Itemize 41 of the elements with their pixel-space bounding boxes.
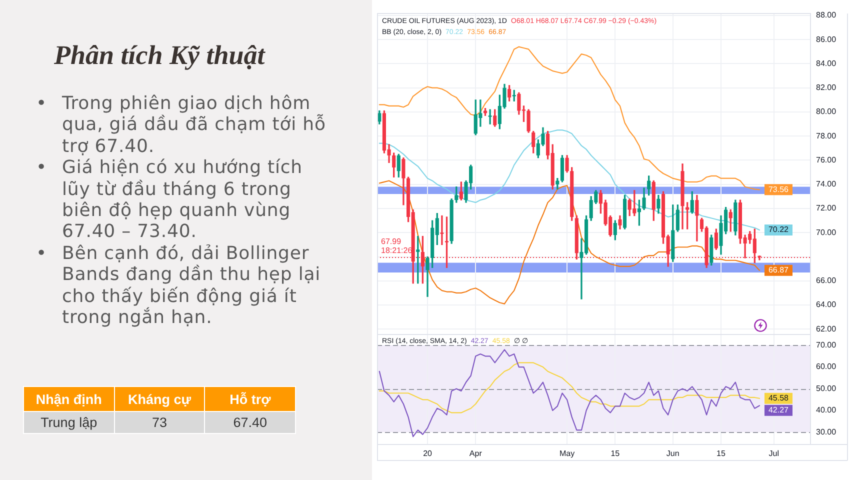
y-tick-label: 62.00 [816, 324, 837, 334]
y-tick-label: 40.00 [816, 406, 837, 415]
y-tick-label: 76.00 [816, 155, 837, 164]
x-tick-label: 15 [716, 449, 726, 458]
y-tick-label: 84.00 [816, 58, 837, 68]
category-label: Hỗ trợ [204, 386, 296, 412]
category-label: Kháng cự [114, 386, 205, 412]
x-tick-label: Jul [768, 449, 780, 458]
x-tick-label: Apr [469, 449, 482, 458]
y-tick-label: 70.00 [816, 228, 837, 237]
data-label: 70.22 [768, 225, 790, 234]
y-tick-label: 60.00 [816, 362, 837, 372]
data-label: 45.58 [768, 394, 790, 403]
x-tick-label: 15 [610, 449, 620, 458]
x-tick-label: May [559, 449, 575, 458]
x-tick-label: 20 [423, 449, 433, 458]
category-label: Nhận định [24, 386, 114, 412]
y-tick-label: 80.00 [816, 107, 837, 116]
y-tick-label: 50.00 [816, 384, 837, 393]
y-tick-label: 88.00 [816, 10, 837, 20]
y-tick-label: 82.00 [816, 83, 837, 92]
y-tick-label: 86.00 [816, 34, 837, 44]
y-tick-label: 30.00 [816, 427, 837, 436]
y-tick-label: 66.00 [816, 276, 837, 286]
text: • Giá hiện có xu hướng tích lũy từ đầu tháng 6 trong biên độ hẹp quanh vùng 67.40 – 73.40. [36, 157, 302, 242]
x-tick-label: Jun [666, 449, 680, 458]
data-label: 73.56 [768, 184, 790, 194]
y-tick-label: 72.00 [816, 204, 837, 213]
text: Phân tích Kỹ thuật [54, 40, 265, 71]
text: • Trong phiên giao dịch hôm qua, giá dầu đã chạm tới hỗ trợ 67.40. [36, 93, 326, 157]
ref-line-label: 67.99 18:21:26 [381, 237, 413, 256]
data-label: 66.87 [768, 266, 790, 275]
y-tick-label: 70.00 [816, 340, 837, 350]
y-tick-label: 74.00 [816, 180, 837, 189]
text: Trung lập [40, 415, 98, 430]
y-tick-label: 78.00 [816, 131, 837, 140]
text: • Bên cạnh đó, dải Bollinger Bands đang dần thu hẹp lại cho thấy biến động giá ít trong ngắn hạn. [36, 242, 321, 328]
text: 73 [152, 415, 167, 430]
text: 67.40 [233, 415, 268, 430]
y-tick-label: 64.00 [816, 300, 837, 310]
data-label: 42.27 [768, 406, 790, 415]
